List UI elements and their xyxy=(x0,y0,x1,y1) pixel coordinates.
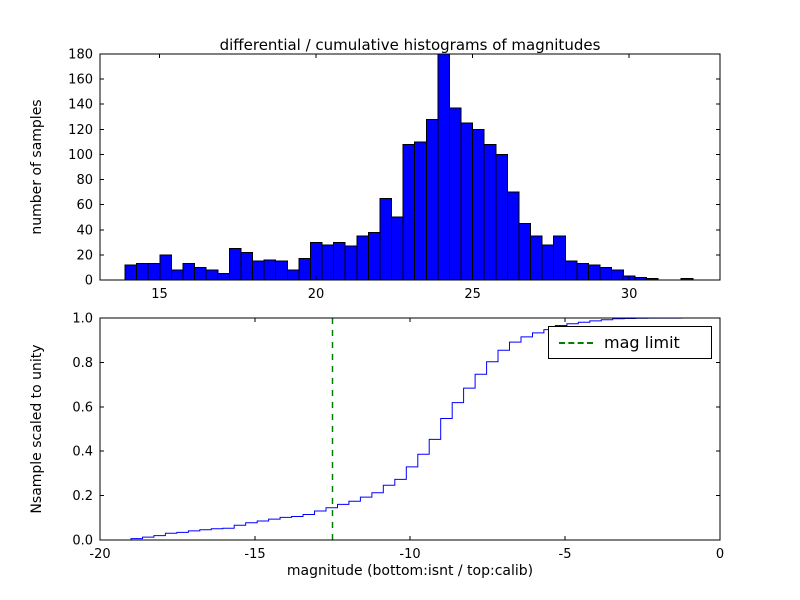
histogram-bar xyxy=(298,258,311,281)
top-y-axis-label: number of samples xyxy=(29,99,45,235)
histogram-bar xyxy=(460,122,474,281)
histogram-bar xyxy=(159,254,172,281)
histogram-bar xyxy=(576,263,590,281)
y-tick-label: 80 xyxy=(76,173,93,188)
histogram-bar xyxy=(506,191,520,281)
histogram-bar xyxy=(333,241,346,281)
x-tick-label: 0 xyxy=(716,547,724,562)
histogram-bar xyxy=(228,248,242,281)
x-tick-label: 20 xyxy=(308,287,325,302)
histogram-bar xyxy=(530,235,543,281)
x-tick-label: -5 xyxy=(559,547,572,562)
histogram-bar xyxy=(147,263,161,281)
chart-title: differential / cumulative histograms of … xyxy=(219,36,601,54)
histogram-bar xyxy=(379,197,392,281)
histogram-bar xyxy=(252,260,265,281)
histogram-bar xyxy=(541,244,555,281)
histogram-bar xyxy=(495,153,508,281)
legend-label: mag limit xyxy=(604,333,680,352)
x-tick-label: 25 xyxy=(464,287,481,302)
x-axis-label: magnitude (bottom:isnt / top:calib) xyxy=(286,563,534,579)
histogram-bar xyxy=(182,263,196,281)
histogram-bar xyxy=(170,269,184,281)
histogram-bar xyxy=(611,269,624,281)
x-tick-label: 15 xyxy=(151,287,168,302)
histogram-bar xyxy=(449,107,462,281)
axes-frame xyxy=(99,53,721,281)
y-tick-label: 0.4 xyxy=(72,445,93,460)
histogram-bar xyxy=(275,260,288,281)
histogram-bar xyxy=(437,53,450,281)
y-tick-label: 0.6 xyxy=(72,400,93,415)
histogram-bar xyxy=(309,241,323,281)
dashed-line-sample-icon xyxy=(559,341,593,344)
histogram-bar xyxy=(194,266,207,281)
y-tick-label: 140 xyxy=(68,98,93,113)
x-tick-label: -20 xyxy=(89,547,110,562)
histogram-bar xyxy=(136,263,149,281)
histogram-bar xyxy=(321,244,335,281)
x-tick-label: -10 xyxy=(399,547,420,562)
histogram-bar xyxy=(483,143,497,281)
histogram-bar xyxy=(518,223,532,281)
y-tick-label: 20 xyxy=(76,248,93,263)
histogram-bar xyxy=(553,235,566,281)
histogram-bar xyxy=(472,128,485,281)
histogram-bar xyxy=(367,231,381,281)
histogram-bar xyxy=(564,260,578,281)
y-tick-label: 160 xyxy=(68,73,93,88)
histogram-bar xyxy=(286,269,300,281)
histogram-bar xyxy=(391,216,404,281)
y-tick-label: 120 xyxy=(68,123,93,138)
histogram-bar xyxy=(414,141,427,281)
y-tick-label: 40 xyxy=(76,223,93,238)
histogram-bar xyxy=(599,266,613,281)
y-tick-label: 0.0 xyxy=(72,534,93,549)
histogram-bar xyxy=(263,259,277,281)
y-tick-label: 0 xyxy=(85,274,93,289)
y-tick-label: 0.2 xyxy=(72,489,93,504)
histogram-bar xyxy=(425,118,439,281)
histogram-bar xyxy=(344,245,358,281)
y-tick-label: 100 xyxy=(68,148,93,163)
x-tick-label: 30 xyxy=(621,287,638,302)
histogram-bar xyxy=(588,264,601,281)
bottom-y-axis-label: Nsample scaled to unity xyxy=(29,344,45,514)
y-tick-label: 180 xyxy=(68,48,93,63)
histogram-bar xyxy=(205,269,219,281)
y-tick-label: 0.8 xyxy=(72,356,93,371)
histogram-bar xyxy=(356,235,369,281)
legend: mag limit xyxy=(548,326,712,359)
histogram-bar xyxy=(240,251,253,281)
histogram-bar xyxy=(402,143,416,281)
histogram-bar xyxy=(217,273,230,281)
x-tick-label: -15 xyxy=(244,547,265,562)
histogram-bar xyxy=(124,264,138,281)
y-tick-label: 60 xyxy=(76,198,93,213)
cumulative-step-line xyxy=(100,317,720,541)
y-tick-label: 1.0 xyxy=(72,312,93,327)
